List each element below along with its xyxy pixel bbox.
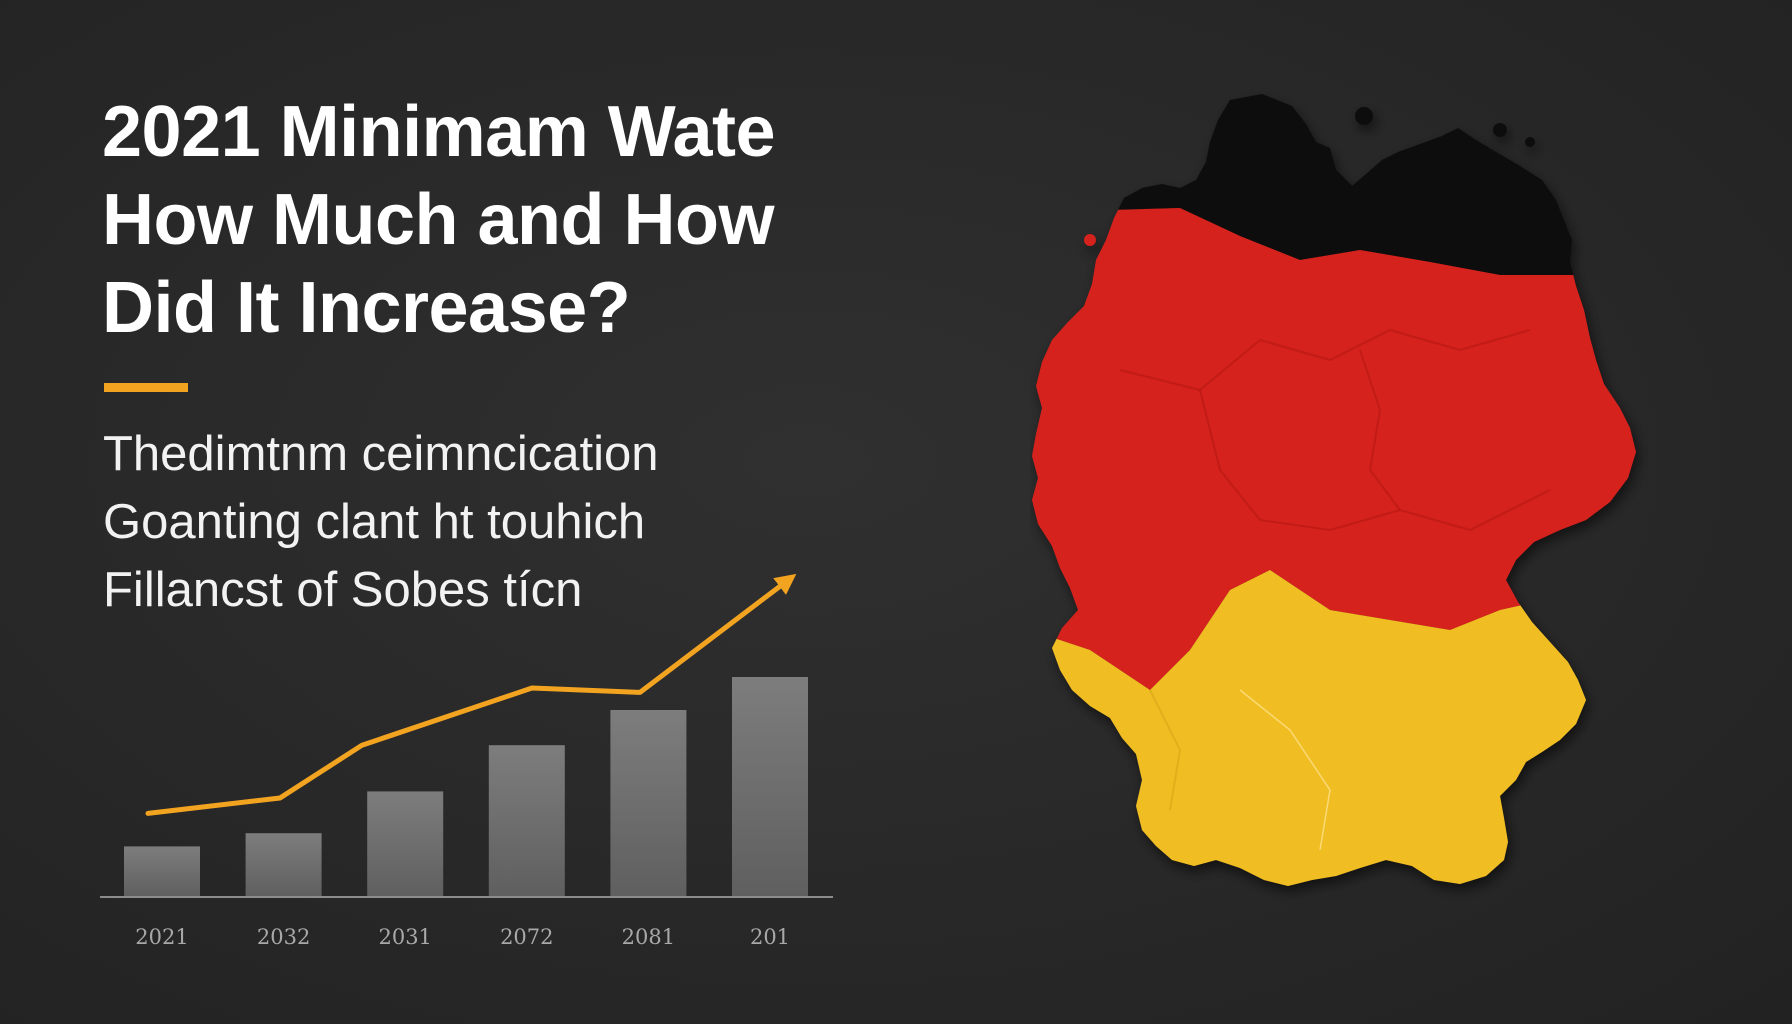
- bar-4: [610, 710, 687, 897]
- x-tick-label: 2021: [135, 925, 188, 949]
- wage-chart: 2021 2032 2031 2072 2081 201: [100, 573, 833, 949]
- trend-line: [145, 573, 797, 816]
- x-tick-label: 2031: [378, 925, 431, 949]
- accent-divider: [104, 383, 188, 392]
- map-island: [1493, 123, 1507, 137]
- subtitle-line-2: Goanting clant ht touhich: [103, 495, 646, 549]
- map-island: [1355, 107, 1373, 125]
- x-tick-label: 201: [750, 925, 790, 949]
- map-red-stripe: [1032, 208, 1636, 690]
- map-island: [1084, 234, 1096, 246]
- subtitle-line-3: Fillancst of Sobes tícn: [103, 563, 583, 617]
- bars-layer: [124, 677, 808, 897]
- bar-1: [245, 833, 322, 897]
- headline: 2021 Minimam Wate How Much and How Did I…: [102, 88, 962, 352]
- headline-line-3: Did It Increase?: [102, 268, 631, 348]
- map-region-border: [1359, 349, 1401, 511]
- map-region-border: [1199, 389, 1551, 532]
- map-island: [1525, 137, 1535, 147]
- map-region-border: [1239, 689, 1331, 851]
- x-tick-label: 2032: [257, 925, 310, 949]
- map-shape: [1032, 94, 1636, 886]
- bar-0: [124, 846, 200, 897]
- bar-2: [367, 791, 444, 897]
- germany-map-icon: [1032, 94, 1636, 886]
- headline-line-1: 2021 Minimam Wate: [102, 92, 776, 172]
- x-tick-label: 2072: [500, 925, 553, 949]
- map-region-border: [1149, 689, 1182, 811]
- bar-5: [732, 677, 808, 897]
- bar-3: [488, 745, 565, 897]
- x-tick-labels: 2021 2032 2031 2072 2081 201: [135, 925, 790, 949]
- subtitle-line-1: Thedimtnm ceimncication: [103, 427, 659, 481]
- subtitle: Thedimtnm ceimncication Goanting clant h…: [103, 420, 803, 624]
- headline-line-2: How Much and How: [102, 180, 774, 260]
- x-tick-label: 2081: [622, 925, 675, 949]
